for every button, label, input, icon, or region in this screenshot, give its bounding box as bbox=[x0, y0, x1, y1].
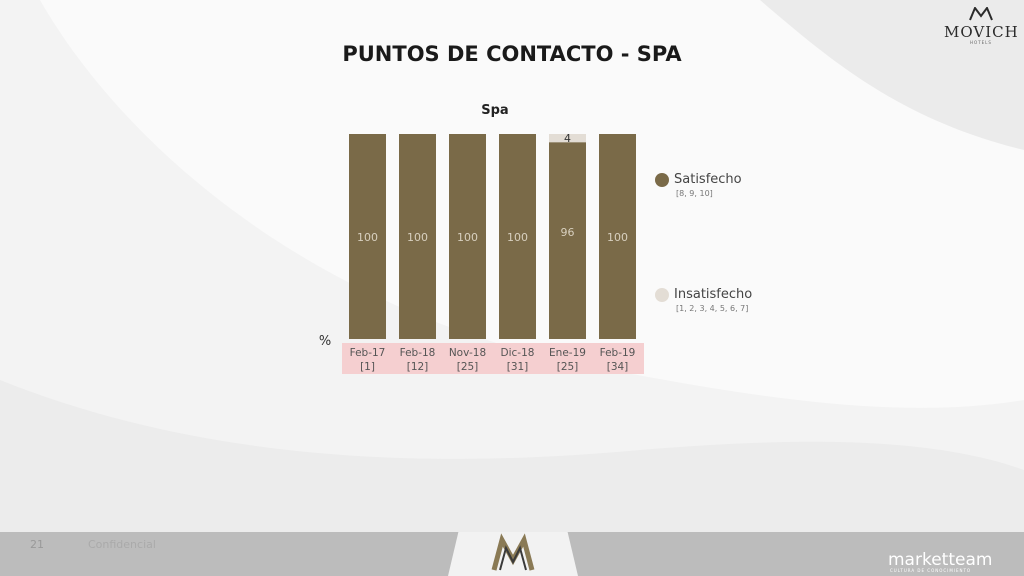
legend-item-insatisfecho: Insatisfecho [1, 2, 3, 4, 5, 6, 7] bbox=[655, 284, 752, 313]
y-axis-label: % bbox=[319, 334, 331, 349]
tick-label-ene-19: Ene-19 bbox=[549, 347, 586, 359]
legend-range-satisfecho: [8, 9, 10] bbox=[676, 189, 713, 198]
chart-title: Spa bbox=[481, 103, 509, 118]
data-label-satisfecho-feb-17: 100 bbox=[357, 231, 378, 244]
bar-satisfecho-ene-19 bbox=[549, 142, 586, 339]
legend-label-satisfecho: Satisfecho bbox=[674, 172, 742, 187]
data-label-insatisfecho-ene-19: 4 bbox=[564, 132, 571, 145]
confidential-label: Confidencial bbox=[88, 538, 156, 551]
tick-label-dic-18: Dic-18 bbox=[501, 347, 535, 359]
sample-size-feb-18: [12] bbox=[407, 361, 429, 373]
page-title: PUNTOS DE CONTACTO - SPA bbox=[342, 42, 682, 66]
legend-label-insatisfecho: Insatisfecho bbox=[674, 287, 753, 302]
bar-satisfecho-feb-19 bbox=[599, 134, 636, 339]
footer-bar: 21 Confidencial marketteam CULTURA DE CO… bbox=[0, 532, 1024, 576]
legend-range-insatisfecho: [1, 2, 3, 4, 5, 6, 7] bbox=[676, 304, 749, 313]
data-label-satisfecho-feb-18: 100 bbox=[407, 231, 428, 244]
tick-label-nov-18: Nov-18 bbox=[449, 347, 486, 359]
partner-name: marketteam bbox=[888, 550, 993, 570]
movich-mark-icon bbox=[969, 6, 993, 21]
legend-swatch-insatisfecho bbox=[655, 287, 669, 302]
data-label-satisfecho-ene-19: 96 bbox=[561, 226, 575, 239]
movich-logo: MOVICH HOTELS bbox=[944, 6, 1018, 45]
tick-label-feb-18: Feb-18 bbox=[400, 347, 436, 359]
category-band bbox=[342, 343, 644, 374]
brand-sub: HOTELS bbox=[970, 40, 992, 45]
bar-satisfecho-feb-18 bbox=[399, 134, 436, 339]
movich-monogram-icon bbox=[491, 533, 535, 571]
legend-swatch-satisfecho bbox=[655, 172, 669, 187]
bar-satisfecho-dic-18 bbox=[499, 134, 536, 339]
bar-insatisfecho-ene-19 bbox=[549, 134, 586, 143]
sample-size-ene-19: [25] bbox=[557, 361, 579, 373]
data-label-satisfecho-nov-18: 100 bbox=[457, 231, 478, 244]
bar-satisfecho-feb-17 bbox=[349, 134, 386, 339]
partner-sub: CULTURA DE CONOCIMIENTO bbox=[890, 568, 972, 573]
sample-size-nov-18: [25] bbox=[457, 361, 479, 373]
tick-label-feb-17: Feb-17 bbox=[350, 347, 386, 359]
brand-name: MOVICH bbox=[944, 23, 1019, 41]
bar-satisfecho-nov-18 bbox=[449, 134, 486, 339]
sample-size-feb-19: [34] bbox=[607, 361, 629, 373]
footer-logo-tab bbox=[448, 532, 578, 576]
sample-size-feb-17: [1] bbox=[360, 361, 375, 373]
tick-label-feb-19: Feb-19 bbox=[600, 347, 636, 359]
data-label-satisfecho-feb-19: 100 bbox=[607, 231, 628, 244]
data-label-satisfecho-dic-18: 100 bbox=[507, 231, 528, 244]
sample-size-dic-18: [31] bbox=[507, 361, 529, 373]
page-number: 21 bbox=[30, 538, 44, 551]
legend-item-satisfecho: Satisfecho [8, 9, 10] bbox=[655, 169, 742, 198]
